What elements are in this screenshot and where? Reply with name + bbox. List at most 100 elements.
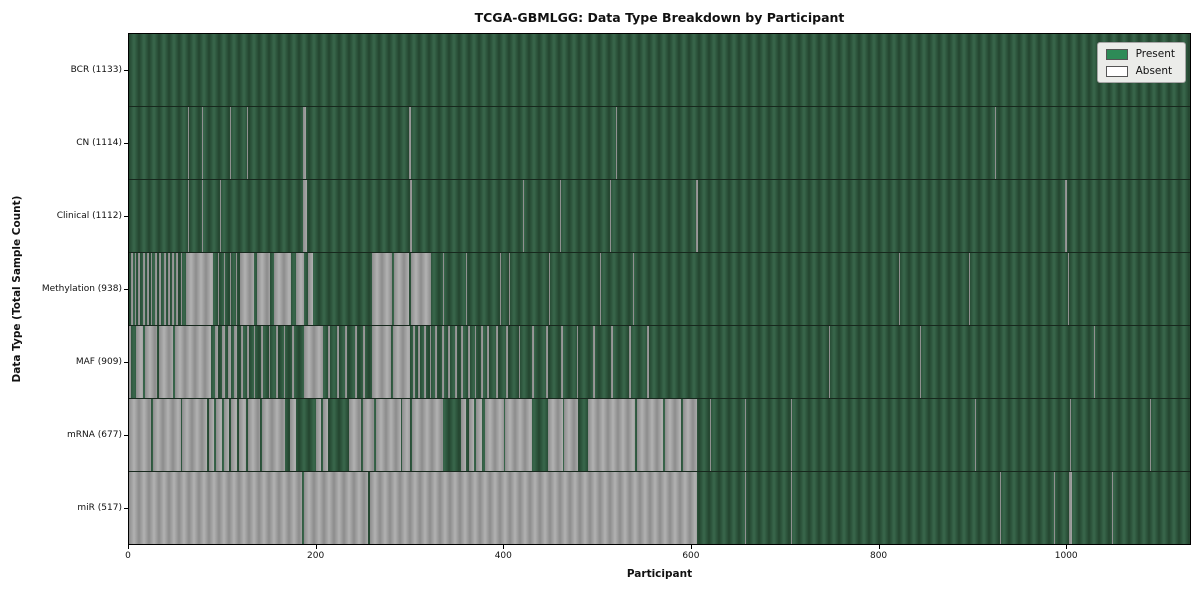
legend-item-present: Present bbox=[1105, 48, 1175, 60]
ytick-mark bbox=[124, 142, 128, 144]
absent-segment bbox=[560, 326, 563, 398]
absent-segment bbox=[466, 253, 468, 325]
ytick-label-Clinical: Clinical (1112) bbox=[56, 210, 122, 221]
absent-segment bbox=[607, 107, 609, 179]
absent-segment bbox=[322, 399, 329, 471]
absent-segment bbox=[345, 326, 348, 398]
absent-segment bbox=[442, 253, 444, 325]
absent-segment bbox=[328, 326, 331, 398]
absent-segment bbox=[202, 180, 203, 252]
absent-segment bbox=[304, 326, 323, 398]
x-axis-label: Participant bbox=[626, 568, 693, 580]
absent-segment bbox=[496, 326, 498, 398]
absent-segment bbox=[257, 253, 271, 325]
absent-segment bbox=[221, 326, 225, 398]
absent-segment bbox=[696, 180, 699, 252]
xtick-label-1000: 1000 bbox=[1054, 551, 1078, 561]
absent-segment bbox=[454, 326, 457, 398]
absent-segment bbox=[481, 326, 483, 398]
absent-segment bbox=[999, 472, 1001, 544]
absent-segment bbox=[429, 326, 432, 398]
ytick-mark bbox=[124, 215, 128, 217]
absent-segment bbox=[230, 253, 232, 325]
legend: Present Absent bbox=[1096, 42, 1186, 83]
plot-area bbox=[128, 33, 1191, 545]
absent-segment bbox=[223, 399, 230, 471]
absent-segment bbox=[129, 472, 303, 544]
absent-segment bbox=[239, 253, 255, 325]
absent-segment bbox=[745, 472, 747, 544]
absent-segment bbox=[155, 253, 158, 325]
absent-segment bbox=[172, 253, 174, 325]
ytick-label-MAF: MAF (909) bbox=[75, 357, 122, 368]
absent-segment bbox=[408, 107, 411, 179]
absent-segment bbox=[143, 253, 145, 325]
absent-segment bbox=[409, 180, 412, 252]
ytick-label-mRNA: mRNA (677) bbox=[67, 430, 122, 441]
absent-segment bbox=[304, 472, 368, 544]
absent-segment bbox=[632, 253, 634, 325]
absent-segment bbox=[1054, 472, 1056, 544]
row-CN bbox=[129, 107, 1190, 180]
absent-segment bbox=[418, 326, 421, 398]
absent-segment bbox=[683, 399, 698, 471]
absent-segment bbox=[187, 180, 189, 252]
absent-segment bbox=[261, 399, 286, 471]
xtick-label-0: 0 bbox=[125, 551, 131, 561]
absent-segment bbox=[393, 326, 410, 398]
absent-segment bbox=[369, 472, 698, 544]
absent-segment bbox=[468, 399, 474, 471]
absent-segment bbox=[412, 326, 415, 398]
absent-segment bbox=[202, 107, 203, 179]
absent-segment bbox=[276, 326, 278, 398]
absent-segment bbox=[486, 326, 489, 398]
absent-segment bbox=[745, 399, 747, 471]
absent-segment bbox=[187, 107, 189, 179]
absent-segment bbox=[268, 326, 271, 398]
absent-segment bbox=[467, 326, 470, 398]
absent-segment bbox=[233, 326, 237, 398]
absent-segment bbox=[410, 253, 432, 325]
row-mRNA bbox=[129, 399, 1190, 472]
absent-segment bbox=[1094, 326, 1096, 398]
absent-segment bbox=[474, 326, 477, 398]
absent-segment bbox=[153, 399, 181, 471]
ytick-mark bbox=[124, 435, 128, 437]
absent-segment bbox=[274, 253, 291, 325]
xtick-mark bbox=[690, 545, 692, 549]
absent-segment bbox=[168, 253, 171, 325]
absent-segment bbox=[461, 399, 467, 471]
absent-segment bbox=[587, 399, 635, 471]
absent-segment bbox=[545, 326, 548, 398]
absent-segment bbox=[371, 253, 393, 325]
absent-segment bbox=[1112, 472, 1114, 544]
legend-label-absent: Absent bbox=[1135, 65, 1173, 77]
absent-segment bbox=[1068, 253, 1070, 325]
absent-segment bbox=[230, 107, 232, 179]
absent-segment bbox=[135, 326, 144, 398]
absent-segment bbox=[499, 253, 501, 325]
present-swatch bbox=[1105, 48, 1128, 60]
absent-segment bbox=[394, 253, 409, 325]
absent-segment bbox=[182, 399, 207, 471]
absent-segment bbox=[476, 399, 483, 471]
absent-segment bbox=[600, 253, 601, 325]
absent-segment bbox=[316, 399, 321, 471]
absent-segment bbox=[564, 399, 579, 471]
absent-segment bbox=[610, 180, 612, 252]
absent-segment bbox=[709, 399, 711, 471]
absent-segment bbox=[134, 253, 137, 325]
absent-segment bbox=[376, 399, 401, 471]
absent-segment bbox=[593, 326, 596, 398]
absent-segment bbox=[531, 326, 534, 398]
absent-segment bbox=[253, 326, 256, 398]
legend-label-present: Present bbox=[1135, 48, 1175, 60]
y-axis-label: Data Type (Total Sample Count) bbox=[11, 195, 23, 383]
absent-segment bbox=[506, 326, 509, 398]
ytick-mark bbox=[124, 69, 128, 71]
xtick-mark bbox=[1066, 545, 1068, 549]
absent-segment bbox=[505, 399, 532, 471]
row-Methylation bbox=[129, 253, 1190, 326]
absent-segment bbox=[261, 326, 263, 398]
xtick-mark bbox=[128, 545, 129, 549]
